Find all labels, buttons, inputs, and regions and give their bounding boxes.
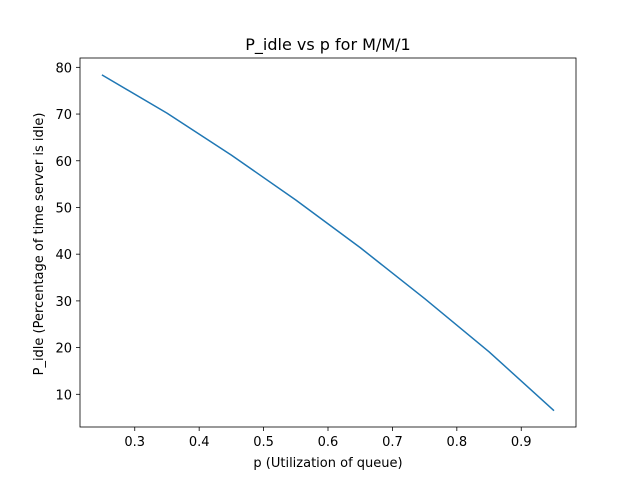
- y-tick-label: 40: [55, 248, 72, 263]
- series-line-1: [101, 74, 555, 412]
- x-axis-label: p (Utilization of queue): [253, 456, 402, 471]
- x-tick-label: 0.9: [511, 435, 532, 450]
- y-axis: 10 20 30 40 50 60 70 80: [55, 61, 80, 403]
- y-tick-label: 30: [55, 295, 72, 310]
- x-tick-label: 0.3: [124, 435, 145, 450]
- y-tick-label: 70: [55, 108, 72, 123]
- x-tick-label: 0.8: [446, 435, 467, 450]
- y-axis-label: P_idle (Percentage of time server is idl…: [32, 113, 47, 376]
- x-tick-label: 0.7: [382, 435, 403, 450]
- y-tick-label: 60: [55, 155, 72, 170]
- x-tick-label: 0.6: [318, 435, 339, 450]
- chart-title: P_idle vs p for M/M/1: [245, 35, 410, 55]
- y-tick-label: 50: [55, 201, 72, 216]
- x-tick-label: 0.4: [189, 435, 210, 450]
- y-tick-label: 20: [55, 342, 72, 357]
- y-tick-label: 10: [55, 388, 72, 403]
- x-axis: 0.3 0.4 0.5 0.6 0.7 0.8 0.9: [124, 427, 532, 450]
- y-tick-label: 80: [55, 61, 72, 76]
- x-tick-label: 0.5: [253, 435, 274, 450]
